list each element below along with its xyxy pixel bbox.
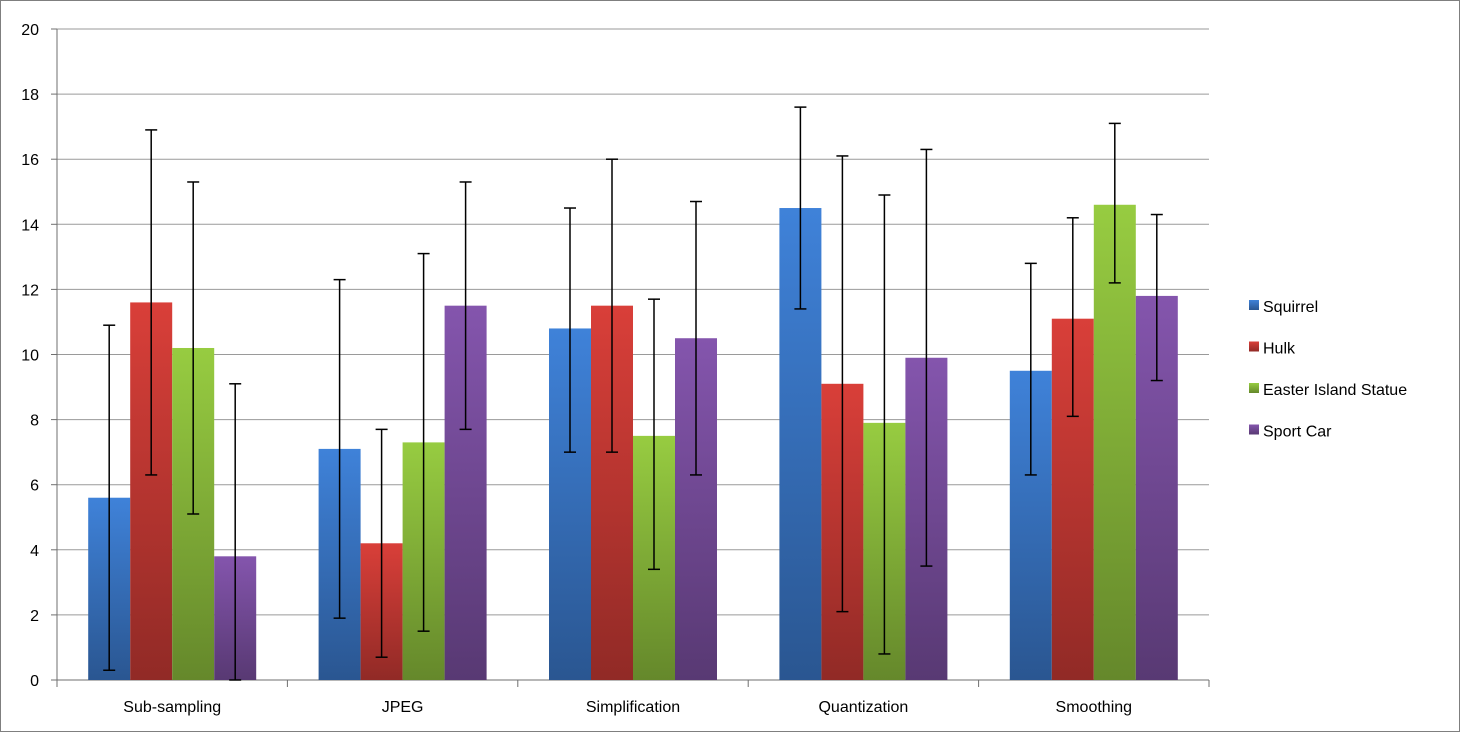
axis-labels: 0 2 4 6 8 10 12 14 16 18 20 Sub-sampling JPEG Simplif…: [21, 22, 1132, 716]
legend-label: Hulk: [1263, 341, 1296, 358]
error-bar: [187, 181, 200, 515]
legend-item: Squirrel: [1249, 299, 1318, 316]
error-bar: [145, 129, 158, 476]
error-bar: [1108, 122, 1121, 284]
error-bar: [229, 383, 242, 681]
y-tick-label: 16: [21, 152, 39, 169]
error-bar: [1024, 262, 1037, 476]
y-tick-label: 20: [21, 22, 39, 39]
error-bar: [920, 148, 933, 567]
legend: Squirrel Hulk Easter Island Statue Sport Ca…: [1249, 299, 1407, 441]
y-tick-label: 18: [21, 87, 39, 104]
error-bar: [103, 324, 116, 671]
y-tick-label: 14: [21, 217, 39, 234]
x-tick-label: Quantization: [818, 699, 908, 716]
legend-item: Hulk: [1249, 341, 1296, 358]
legend-swatch: [1249, 300, 1259, 310]
legend-swatch: [1249, 424, 1259, 435]
x-tick-label: JPEG: [382, 699, 424, 716]
error-bar: [836, 155, 849, 613]
error-bar: [1066, 217, 1079, 418]
legend-item: Easter Island Statue: [1249, 382, 1407, 399]
y-tick-label: 12: [21, 282, 39, 299]
y-tick-label: 8: [30, 413, 39, 430]
y-tick-label: 4: [30, 543, 39, 560]
error-bar: [690, 200, 702, 476]
error-bar: [794, 106, 807, 310]
error-bar: [648, 298, 660, 571]
error-bars: [103, 106, 1163, 681]
legend-label: Sport Car: [1263, 424, 1332, 441]
error-bar: [417, 252, 430, 632]
y-tick-label: 6: [30, 478, 39, 495]
legend-item: Sport Car: [1249, 424, 1332, 441]
legend-swatch: [1249, 341, 1259, 352]
error-bar: [459, 181, 472, 431]
y-tick-label: 2: [30, 608, 39, 625]
bar: [1093, 204, 1136, 680]
legend-label: Easter Island Statue: [1263, 382, 1407, 399]
error-bar: [564, 207, 576, 453]
legend-swatch: [1249, 383, 1259, 393]
error-bar: [606, 158, 618, 453]
x-tick-label: Smoothing: [1056, 699, 1133, 716]
error-bar: [878, 194, 891, 655]
error-bar: [333, 278, 346, 619]
error-bar: [375, 428, 388, 658]
legend-label: Squirrel: [1263, 299, 1318, 316]
y-tick-label: 0: [30, 673, 39, 690]
y-tick-label: 10: [21, 348, 39, 365]
x-tick-label: Simplification: [586, 699, 680, 716]
x-tick-label: Sub-sampling: [123, 699, 221, 716]
bars: [88, 204, 1178, 680]
error-bar: [1150, 213, 1163, 382]
